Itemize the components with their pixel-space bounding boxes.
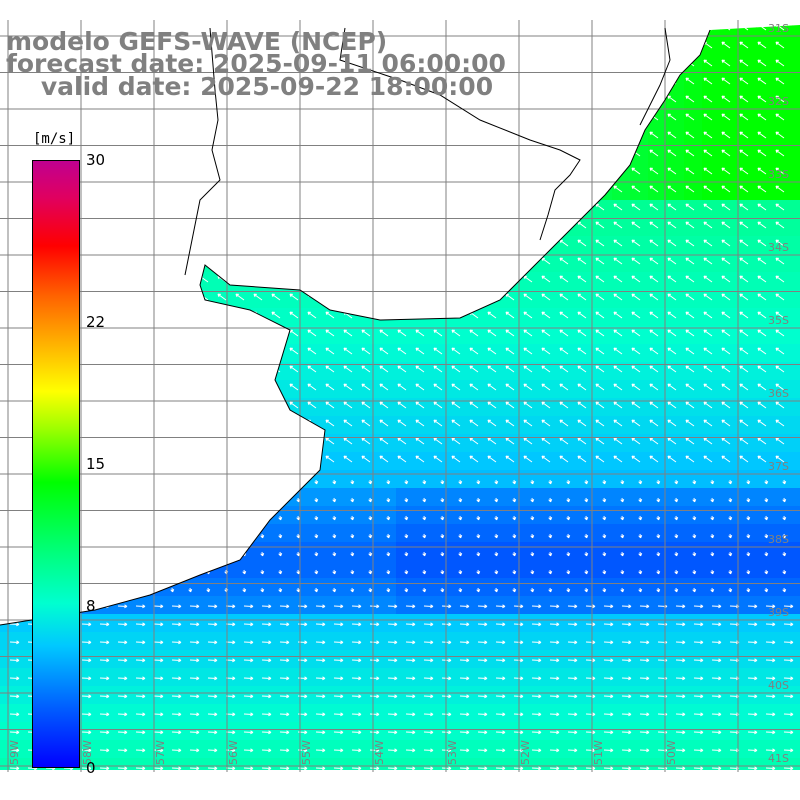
lat-label: 35S (768, 314, 789, 327)
lon-label: 51W (592, 740, 605, 765)
lon-label: 50W (665, 740, 678, 765)
colorbar-tick-label: 30 (86, 151, 106, 169)
coastline (0, 27, 711, 626)
lat-label: 33S (768, 168, 789, 181)
lon-label: 57W (154, 740, 167, 765)
lat-lon-grid (0, 20, 800, 772)
colorbar (32, 160, 80, 768)
lon-label: 56W (227, 740, 240, 765)
lat-label: 36S (768, 387, 789, 400)
lon-label: 54W (373, 740, 386, 765)
colorbar-tick-label: 15 (86, 455, 106, 473)
lon-label: 53W (446, 740, 459, 765)
lon-label: 52W (519, 740, 532, 765)
latitude-labels: 31S 32S 33S 34S 35S 36S 37S 38S 39S 40S 41S (768, 22, 789, 765)
lat-label: 39S (768, 606, 789, 619)
lat-label: 34S (768, 241, 789, 254)
longitude-labels: 59W 58W 57W 56W 55W 54W 53W 52W 51W 50W (8, 740, 678, 765)
lat-label: 31S (768, 22, 789, 35)
lat-label: 41S (768, 752, 789, 765)
lat-label: 32S (768, 95, 789, 108)
colorbar-tick-label: 22 (86, 313, 106, 332)
lon-label: 55W (300, 740, 313, 765)
lat-label: 37S (768, 460, 789, 473)
title-model: modelo GEFS-WAVE (NCEP) (6, 27, 388, 56)
colorbar-tick-label: 0 (86, 759, 96, 777)
title-valid-date: valid date: 2025-09-22 18:00:00 (6, 72, 494, 101)
lon-label: 58W (81, 740, 94, 765)
title-valid-date-text: valid date: 2025-09-22 18:00:00 (40, 72, 494, 101)
lat-label: 40S (768, 679, 789, 692)
colorbar-unit: [m/s] (33, 131, 76, 147)
lon-label: 59W (8, 740, 21, 765)
lat-label: 38S (768, 533, 789, 546)
colorbar-tick-label: 8 (86, 596, 96, 615)
title-forecast-date: forecast date: 2025-09-11 06:00:00 (6, 49, 506, 78)
